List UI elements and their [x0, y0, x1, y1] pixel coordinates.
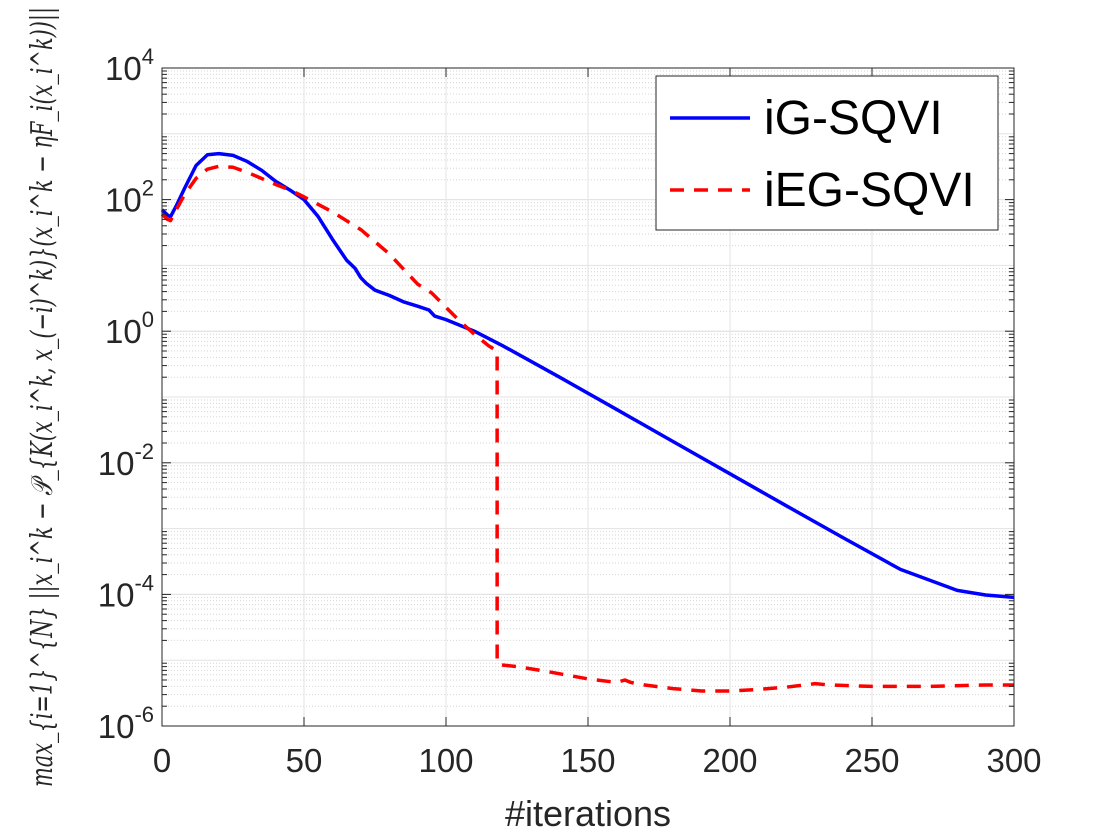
x-axis-label: #iterations: [505, 793, 671, 834]
y-tick-base: 10: [105, 182, 142, 219]
x-tick-labels: 0 50 100 150 200 250 300: [153, 742, 1042, 779]
series-line-ig-sqvi: [160, 151, 1015, 600]
y-tick-exponent: -2: [134, 439, 154, 464]
y-tick-label: 10-2: [98, 439, 154, 482]
y-tick-exponent: -6: [134, 702, 154, 727]
legend: iG-SQVI iEG-SQVI: [655, 75, 999, 231]
y-tick-label: 10-6: [98, 702, 154, 745]
legend-box: [655, 75, 999, 231]
y-tick-base: 10: [98, 576, 135, 613]
series-layer: [160, 151, 1015, 693]
y-tick-base: 10: [105, 313, 142, 350]
x-tick-label: 150: [560, 742, 615, 779]
legend-label-ieg-sqvi: iEG-SQVI: [764, 164, 975, 217]
y-axis-label: max_{i=1}^{N} ||x_i^k − 𝒫_{K(x_i^k, x_(−…: [25, 7, 60, 787]
axis-ticks: [161, 67, 1015, 727]
y-tick-base: 10: [98, 445, 135, 482]
y-tick-exponent: -4: [134, 570, 154, 595]
svg-text:max_{i=1}^{N} ||x_i^k − 𝒫_{K(: max_{i=1}^{N} ||x_i^k − 𝒫_{K(x_i^k, x_(−…: [25, 7, 60, 787]
y-tick-label: 102: [105, 176, 154, 219]
legend-label-ig-sqvi: iG-SQVI: [764, 92, 943, 145]
y-tick-label: 104: [105, 44, 154, 87]
x-tick-label: 300: [986, 742, 1041, 779]
x-tick-label: 50: [286, 742, 323, 779]
y-tick-label: 100: [105, 307, 154, 350]
x-tick-label: 0: [153, 742, 171, 779]
y-tick-exponent: 2: [142, 176, 154, 201]
y-tick-label: 10-4: [98, 570, 154, 613]
x-tick-label: 200: [702, 742, 757, 779]
y-tick-exponent: 0: [142, 307, 154, 332]
y-tick-exponent: 4: [142, 44, 154, 69]
x-tick-label: 100: [418, 742, 473, 779]
y-tick-base: 10: [105, 50, 142, 87]
x-tick-label: 250: [844, 742, 899, 779]
y-tick-base: 10: [98, 708, 135, 745]
